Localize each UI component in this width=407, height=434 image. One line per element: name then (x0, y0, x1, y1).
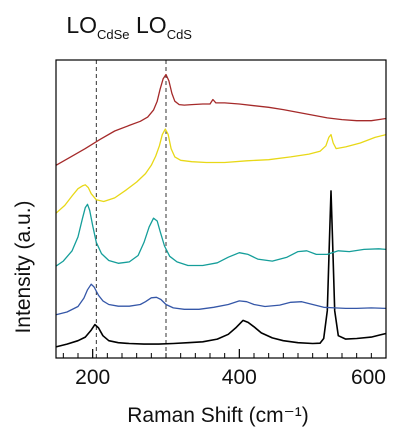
plot-frame (55, 59, 387, 359)
series-teal-line (55, 203, 387, 267)
x-axis-ticks (62, 349, 372, 358)
y-axis-label: Intensity (a.u.) (12, 200, 35, 333)
lo-cds-label: LOCdS (136, 12, 192, 42)
x-axis-label: Raman Shift (cm⁻¹) (127, 404, 308, 427)
x-axis-tick-labels: 200 400 600 (75, 366, 386, 389)
x-tick-label-400: 400 (222, 366, 257, 389)
series-yellow-line (55, 128, 387, 214)
x-tick-label-600: 600 (351, 366, 386, 389)
series-red-line (55, 73, 387, 166)
plot-border (55, 59, 387, 359)
x-tick-label-200: 200 (75, 366, 110, 389)
series-blue-line (55, 283, 387, 316)
lo-cdse-label: LOCdSe (66, 12, 129, 42)
peak-reference-lines (95, 60, 167, 358)
spectra-series (55, 73, 387, 348)
series-black-line (55, 190, 387, 348)
peak-annotations: LOCdSe LOCdS (66, 12, 192, 42)
